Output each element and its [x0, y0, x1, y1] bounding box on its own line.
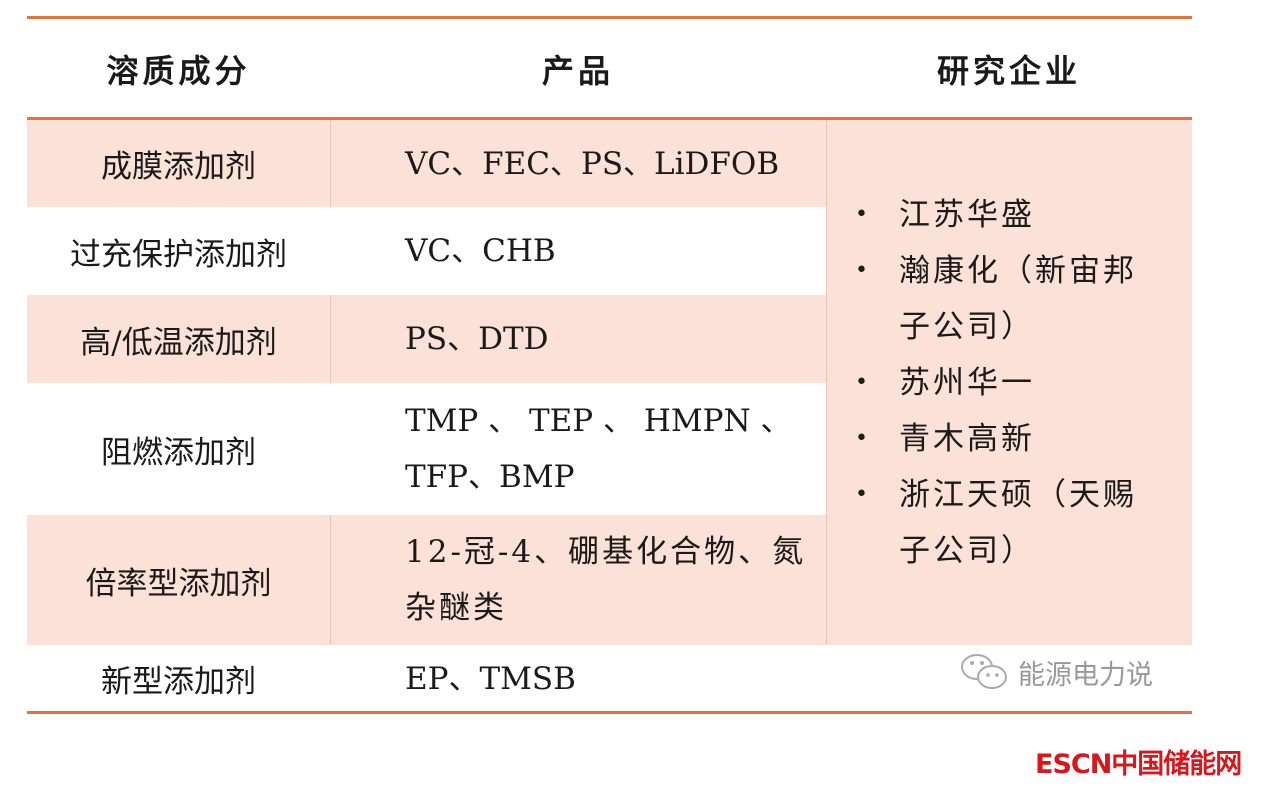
company-item: 江苏华盛 — [855, 187, 1139, 243]
row-component: 成膜添加剂 — [27, 120, 330, 207]
escn-logo: ESCN中国储能网 — [1035, 749, 1242, 780]
row-product: 12-冠-4、硼基化合物、氮杂醚类 — [330, 515, 826, 645]
watermark-text: 能源电力说 — [1018, 659, 1153, 691]
header-rule — [27, 117, 1192, 120]
company-item: 瀚康化（新宙邦子公司） — [855, 243, 1139, 355]
row-component: 新型添加剂 — [101, 664, 256, 700]
wechat-icon — [961, 654, 1007, 689]
row-product: TMP 、 TEP 、 HMPN 、 TFP、BMP — [405, 403, 792, 495]
row-component: 过充保护添加剂 — [70, 236, 287, 273]
company-item: 苏州华一 — [855, 355, 1139, 411]
row-component: 倍率型添加剂 — [27, 515, 330, 645]
row-product: VC、FEC、PS、LiDFOB — [330, 120, 826, 207]
header-product: 产品 — [541, 51, 614, 90]
company-item: 青木高新 — [855, 411, 1139, 467]
header-component: 溶质成分 — [106, 51, 251, 90]
company-list: 江苏华盛 瀚康化（新宙邦子公司） 苏州华一 青木高新 浙江天硕（天赐子公司） — [855, 187, 1139, 579]
company-item: 浙江天硕（天赐子公司） — [855, 467, 1139, 579]
row-product: PS、DTD — [330, 295, 826, 383]
row-product: VC、CHB — [405, 233, 556, 269]
row-product: EP、TMSB — [405, 660, 576, 697]
watermark: 能源电力说 — [960, 652, 1153, 692]
row-component: 高/低温添加剂 — [27, 295, 330, 383]
bottom-rule — [27, 711, 1192, 714]
row-component: 阻燃添加剂 — [101, 434, 256, 471]
company-list-cell: 江苏华盛 瀚康化（新宙邦子公司） 苏州华一 青木高新 浙江天硕（天赐子公司） — [826, 120, 1192, 645]
header-company: 研究企业 — [936, 51, 1081, 90]
top-rule — [27, 16, 1192, 19]
